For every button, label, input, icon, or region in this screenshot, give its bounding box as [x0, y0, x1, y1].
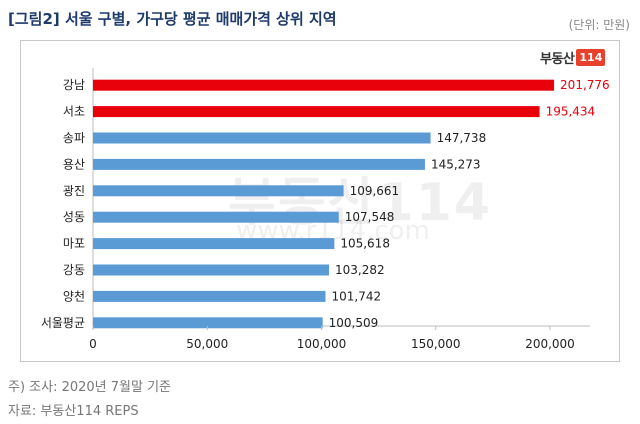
bar	[93, 185, 344, 197]
brand-logo-number: 114	[576, 48, 606, 66]
category-label: 광진	[63, 184, 85, 198]
x-tick-label: 150,000	[411, 337, 461, 351]
bar	[93, 211, 339, 223]
category-label: 용산	[63, 157, 85, 171]
data-label: 105,618	[340, 237, 390, 251]
data-label: 145,273	[431, 157, 481, 171]
x-tick-label: 0	[89, 337, 97, 351]
data-label: 201,776	[560, 78, 610, 92]
data-label: 109,661	[350, 184, 400, 198]
brand-logo: 부동산 114	[540, 46, 606, 68]
category-label: 마포	[63, 237, 85, 251]
bar	[93, 132, 431, 144]
data-label: 107,548	[345, 210, 395, 224]
bar	[93, 290, 326, 302]
x-tick-label: 50,000	[186, 337, 228, 351]
bar	[93, 238, 335, 250]
category-label: 강남	[63, 78, 85, 92]
watermark-logo: 부동산114	[228, 173, 493, 233]
chart-frame	[20, 40, 620, 362]
data-label: 100,509	[329, 316, 379, 330]
data-label: 101,742	[331, 289, 381, 303]
category-label: 강동	[63, 263, 85, 277]
data-label: 103,282	[335, 263, 385, 277]
data-label: 147,738	[437, 131, 487, 145]
unit-label: (단위: 만원)	[568, 18, 630, 32]
brand-logo-text: 부동산	[540, 51, 575, 67]
category-label: 송파	[63, 131, 85, 145]
category-label: 서울평균	[41, 316, 85, 330]
bar	[93, 317, 323, 329]
x-tick-label: 100,000	[297, 337, 347, 351]
footnote-date: 주) 조사: 2020년 7월말 기준	[8, 380, 172, 395]
bar	[93, 106, 540, 118]
bar	[93, 158, 425, 170]
bar	[93, 79, 555, 91]
x-tick-label: 200,000	[525, 337, 575, 351]
data-label: 195,434	[546, 105, 596, 119]
bar	[93, 264, 329, 276]
chart-title: [그림2] 서울 구별, 가구당 평균 매매가격 상위 지역	[8, 10, 337, 28]
footnote-source: 자료: 부동산114 REPS	[8, 404, 139, 419]
category-label: 양천	[63, 288, 85, 303]
category-label: 서초	[63, 105, 85, 119]
category-label: 성동	[63, 210, 85, 224]
